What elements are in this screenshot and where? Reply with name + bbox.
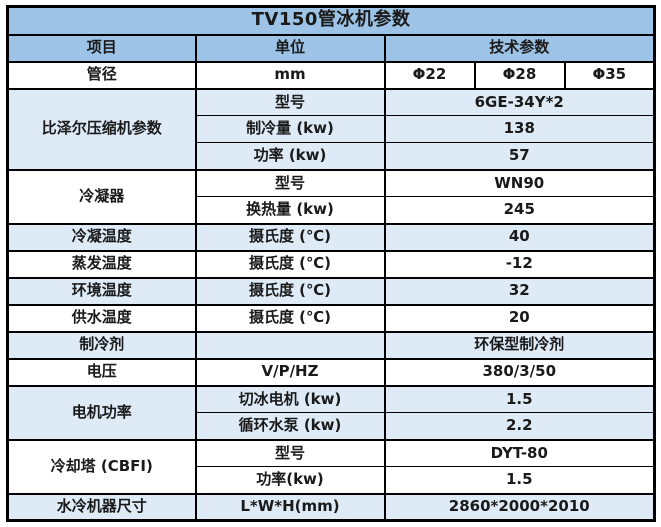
item-cell-pipe-diameter: 管径 bbox=[6, 60, 197, 90]
unit-cell: 型号 bbox=[194, 87, 386, 116]
item-cell-machine-size: 水冷机器尺寸 bbox=[6, 492, 197, 522]
unit-cell: 制冷量 (kw) bbox=[194, 115, 386, 143]
unit-cell: 换热量 (kw) bbox=[194, 196, 386, 225]
unit-cell: 型号 bbox=[194, 168, 386, 197]
value-cell-diameter-1: Φ22 bbox=[383, 60, 476, 90]
value-cell-diameter-2: Φ28 bbox=[473, 60, 566, 90]
item-cell-water-supply-temp: 供水温度 bbox=[6, 303, 197, 333]
column-header-params: 技术参数 bbox=[383, 33, 656, 63]
value-cell: 40 bbox=[383, 222, 656, 252]
value-cell: 环保型制冷剂 bbox=[383, 330, 656, 360]
item-cell-condenser: 冷凝器 bbox=[6, 168, 197, 224]
value-cell: 380/3/50 bbox=[383, 357, 656, 387]
value-cell-diameter-3: Φ35 bbox=[563, 60, 656, 90]
column-header-item: 项目 bbox=[6, 33, 197, 63]
unit-cell: 摄氏度 (℃) bbox=[194, 222, 386, 252]
column-header-unit: 单位 bbox=[194, 33, 386, 63]
value-cell: 6GE-34Y*2 bbox=[383, 87, 656, 116]
item-cell-compressor: 比泽尔压缩机参数 bbox=[6, 87, 197, 170]
value-cell: 245 bbox=[383, 196, 656, 225]
item-cell-cooling-tower: 冷却塔 (CBFI) bbox=[6, 438, 197, 494]
value-cell: 57 bbox=[383, 142, 656, 171]
unit-cell: V/P/HZ bbox=[194, 357, 386, 387]
unit-cell: 循环水泵 (kw) bbox=[194, 412, 386, 441]
unit-cell: 摄氏度 (℃) bbox=[194, 276, 386, 306]
item-cell-motor-power: 电机功率 bbox=[6, 384, 197, 440]
value-cell: 1.5 bbox=[383, 466, 656, 495]
unit-cell: mm bbox=[194, 60, 386, 90]
value-cell: -12 bbox=[383, 249, 656, 279]
item-cell-refrigerant: 制冷剂 bbox=[6, 330, 197, 360]
item-cell-condensing-temp: 冷凝温度 bbox=[6, 222, 197, 252]
value-cell: 2.2 bbox=[383, 412, 656, 441]
value-cell: 1.5 bbox=[383, 384, 656, 413]
unit-cell: 切冰电机 (kw) bbox=[194, 384, 386, 413]
unit-cell: 功率(kw) bbox=[194, 466, 386, 495]
unit-cell: 功率 (kw) bbox=[194, 142, 386, 171]
value-cell: 2860*2000*2010 bbox=[383, 492, 656, 522]
unit-cell: 摄氏度 (℃) bbox=[194, 303, 386, 333]
unit-cell-empty bbox=[194, 330, 386, 360]
unit-cell: 摄氏度 (℃) bbox=[194, 249, 386, 279]
item-cell-voltage: 电压 bbox=[6, 357, 197, 387]
value-cell: 20 bbox=[383, 303, 656, 333]
item-cell-evaporating-temp: 蒸发温度 bbox=[6, 249, 197, 279]
unit-cell: L*W*H(mm) bbox=[194, 492, 386, 522]
item-cell-ambient-temp: 环境温度 bbox=[6, 276, 197, 306]
value-cell: DYT-80 bbox=[383, 438, 656, 467]
value-cell: WN90 bbox=[383, 168, 656, 197]
value-cell: 32 bbox=[383, 276, 656, 306]
table-title: TV150管冰机参数 bbox=[6, 5, 656, 36]
spec-table: TV150管冰机参数 项目 单位 技术参数 管径 mm Φ22 Φ28 Φ35 … bbox=[6, 5, 657, 522]
value-cell: 138 bbox=[383, 115, 656, 143]
unit-cell: 型号 bbox=[194, 438, 386, 467]
